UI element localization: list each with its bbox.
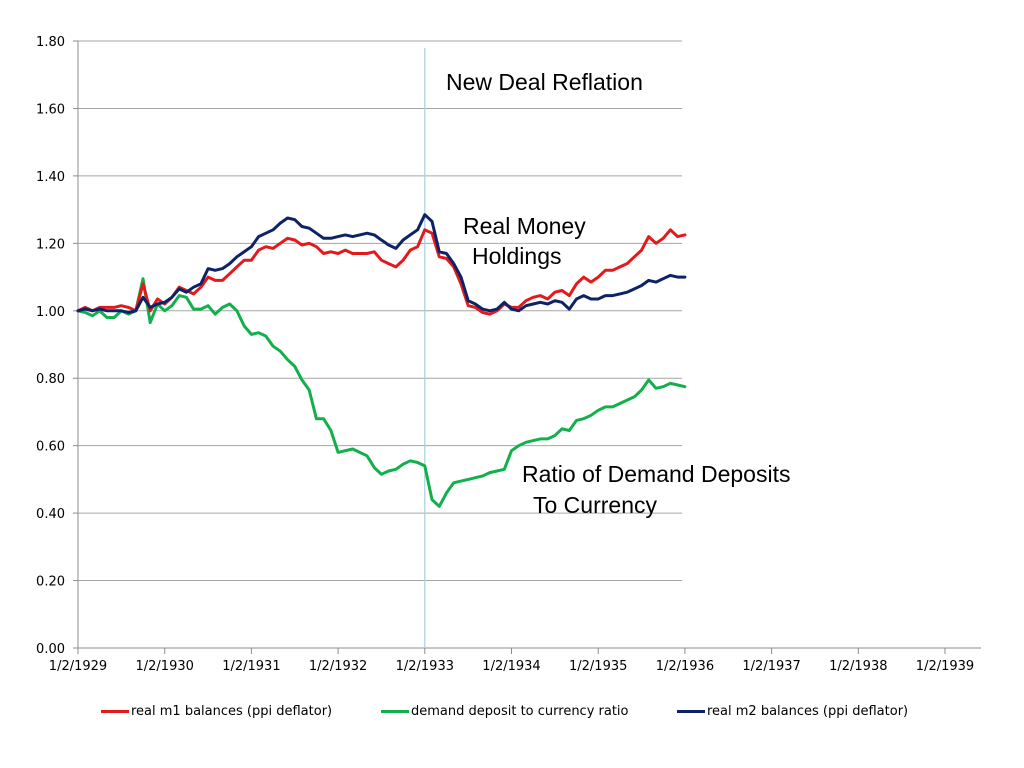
x-tick-label: 1/2/1936: [656, 659, 714, 674]
x-tick-label: 1/2/1930: [136, 659, 194, 674]
gridlines: [78, 40, 682, 582]
x-tick-label: 1/2/1931: [222, 659, 280, 674]
y-tick-label: 1.80: [36, 35, 65, 50]
x-tick-label: 1/2/1937: [742, 659, 800, 674]
series-line-0: [76, 228, 687, 316]
legend-swatch-ratio: [381, 710, 409, 713]
x-tick-label: 1/2/1929: [49, 659, 107, 674]
y-tick-labels: 0.00 0.20 0.40 0.60 0.80 1.00 1.20 1.40 1.60 1.80: [36, 35, 65, 657]
y-tick-label: 0.60: [36, 440, 65, 455]
legend-label-m2: real m2 balances (ppi deflator): [707, 704, 909, 719]
annotation-ratio-of-demand-deposits: Ratio of Demand Deposits: [522, 461, 790, 487]
y-tick-label: 0.40: [36, 507, 65, 522]
y-tick-label: 1.20: [36, 237, 65, 252]
series-lines: [76, 213, 687, 508]
annotation-holdings: Holdings: [472, 243, 562, 269]
y-tick-label: 1.60: [36, 102, 65, 117]
legend-label-ratio: demand deposit to currency ratio: [411, 704, 629, 719]
legend-item-ratio: demand deposit to currency ratio: [381, 704, 629, 719]
legend: real m1 balances (ppi deflator) demand d…: [0, 704, 1024, 726]
x-tick-label: 1/2/1935: [569, 659, 627, 674]
annotation-real-money: Real Money: [463, 213, 586, 239]
legend-label-m1: real m1 balances (ppi deflator): [131, 704, 333, 719]
x-tick-label: 1/2/1939: [916, 659, 974, 674]
y-tick-label: 1.40: [36, 170, 65, 185]
x-tick-label: 1/2/1934: [482, 659, 540, 674]
axes: [73, 40, 981, 654]
x-tick-label: 1/2/1938: [829, 659, 887, 674]
x-tick-label: 1/2/1933: [396, 659, 454, 674]
y-tick-label: 1.00: [36, 305, 65, 320]
series-line-1: [76, 277, 687, 508]
annotation-to-currency: To Currency: [533, 492, 657, 518]
series-line-2: [76, 213, 687, 314]
legend-item-m2: real m2 balances (ppi deflator): [677, 704, 908, 719]
y-tick-label: 0.00: [36, 642, 65, 657]
annotation-new-deal-reflation: New Deal Reflation: [446, 69, 643, 95]
x-tick-label: 1/2/1932: [309, 659, 367, 674]
legend-swatch-m1: [101, 710, 129, 713]
y-tick-label: 0.80: [36, 372, 65, 387]
y-tick-label: 0.20: [36, 575, 65, 590]
legend-item-m1: real m1 balances (ppi deflator): [101, 704, 332, 719]
legend-swatch-m2: [677, 710, 705, 713]
annotations: New Deal Reflation Real Money Holdings R…: [446, 69, 790, 518]
x-tick-labels: 1/2/1929 1/2/1930 1/2/1931 1/2/1932 1/2/1933…: [49, 659, 974, 674]
